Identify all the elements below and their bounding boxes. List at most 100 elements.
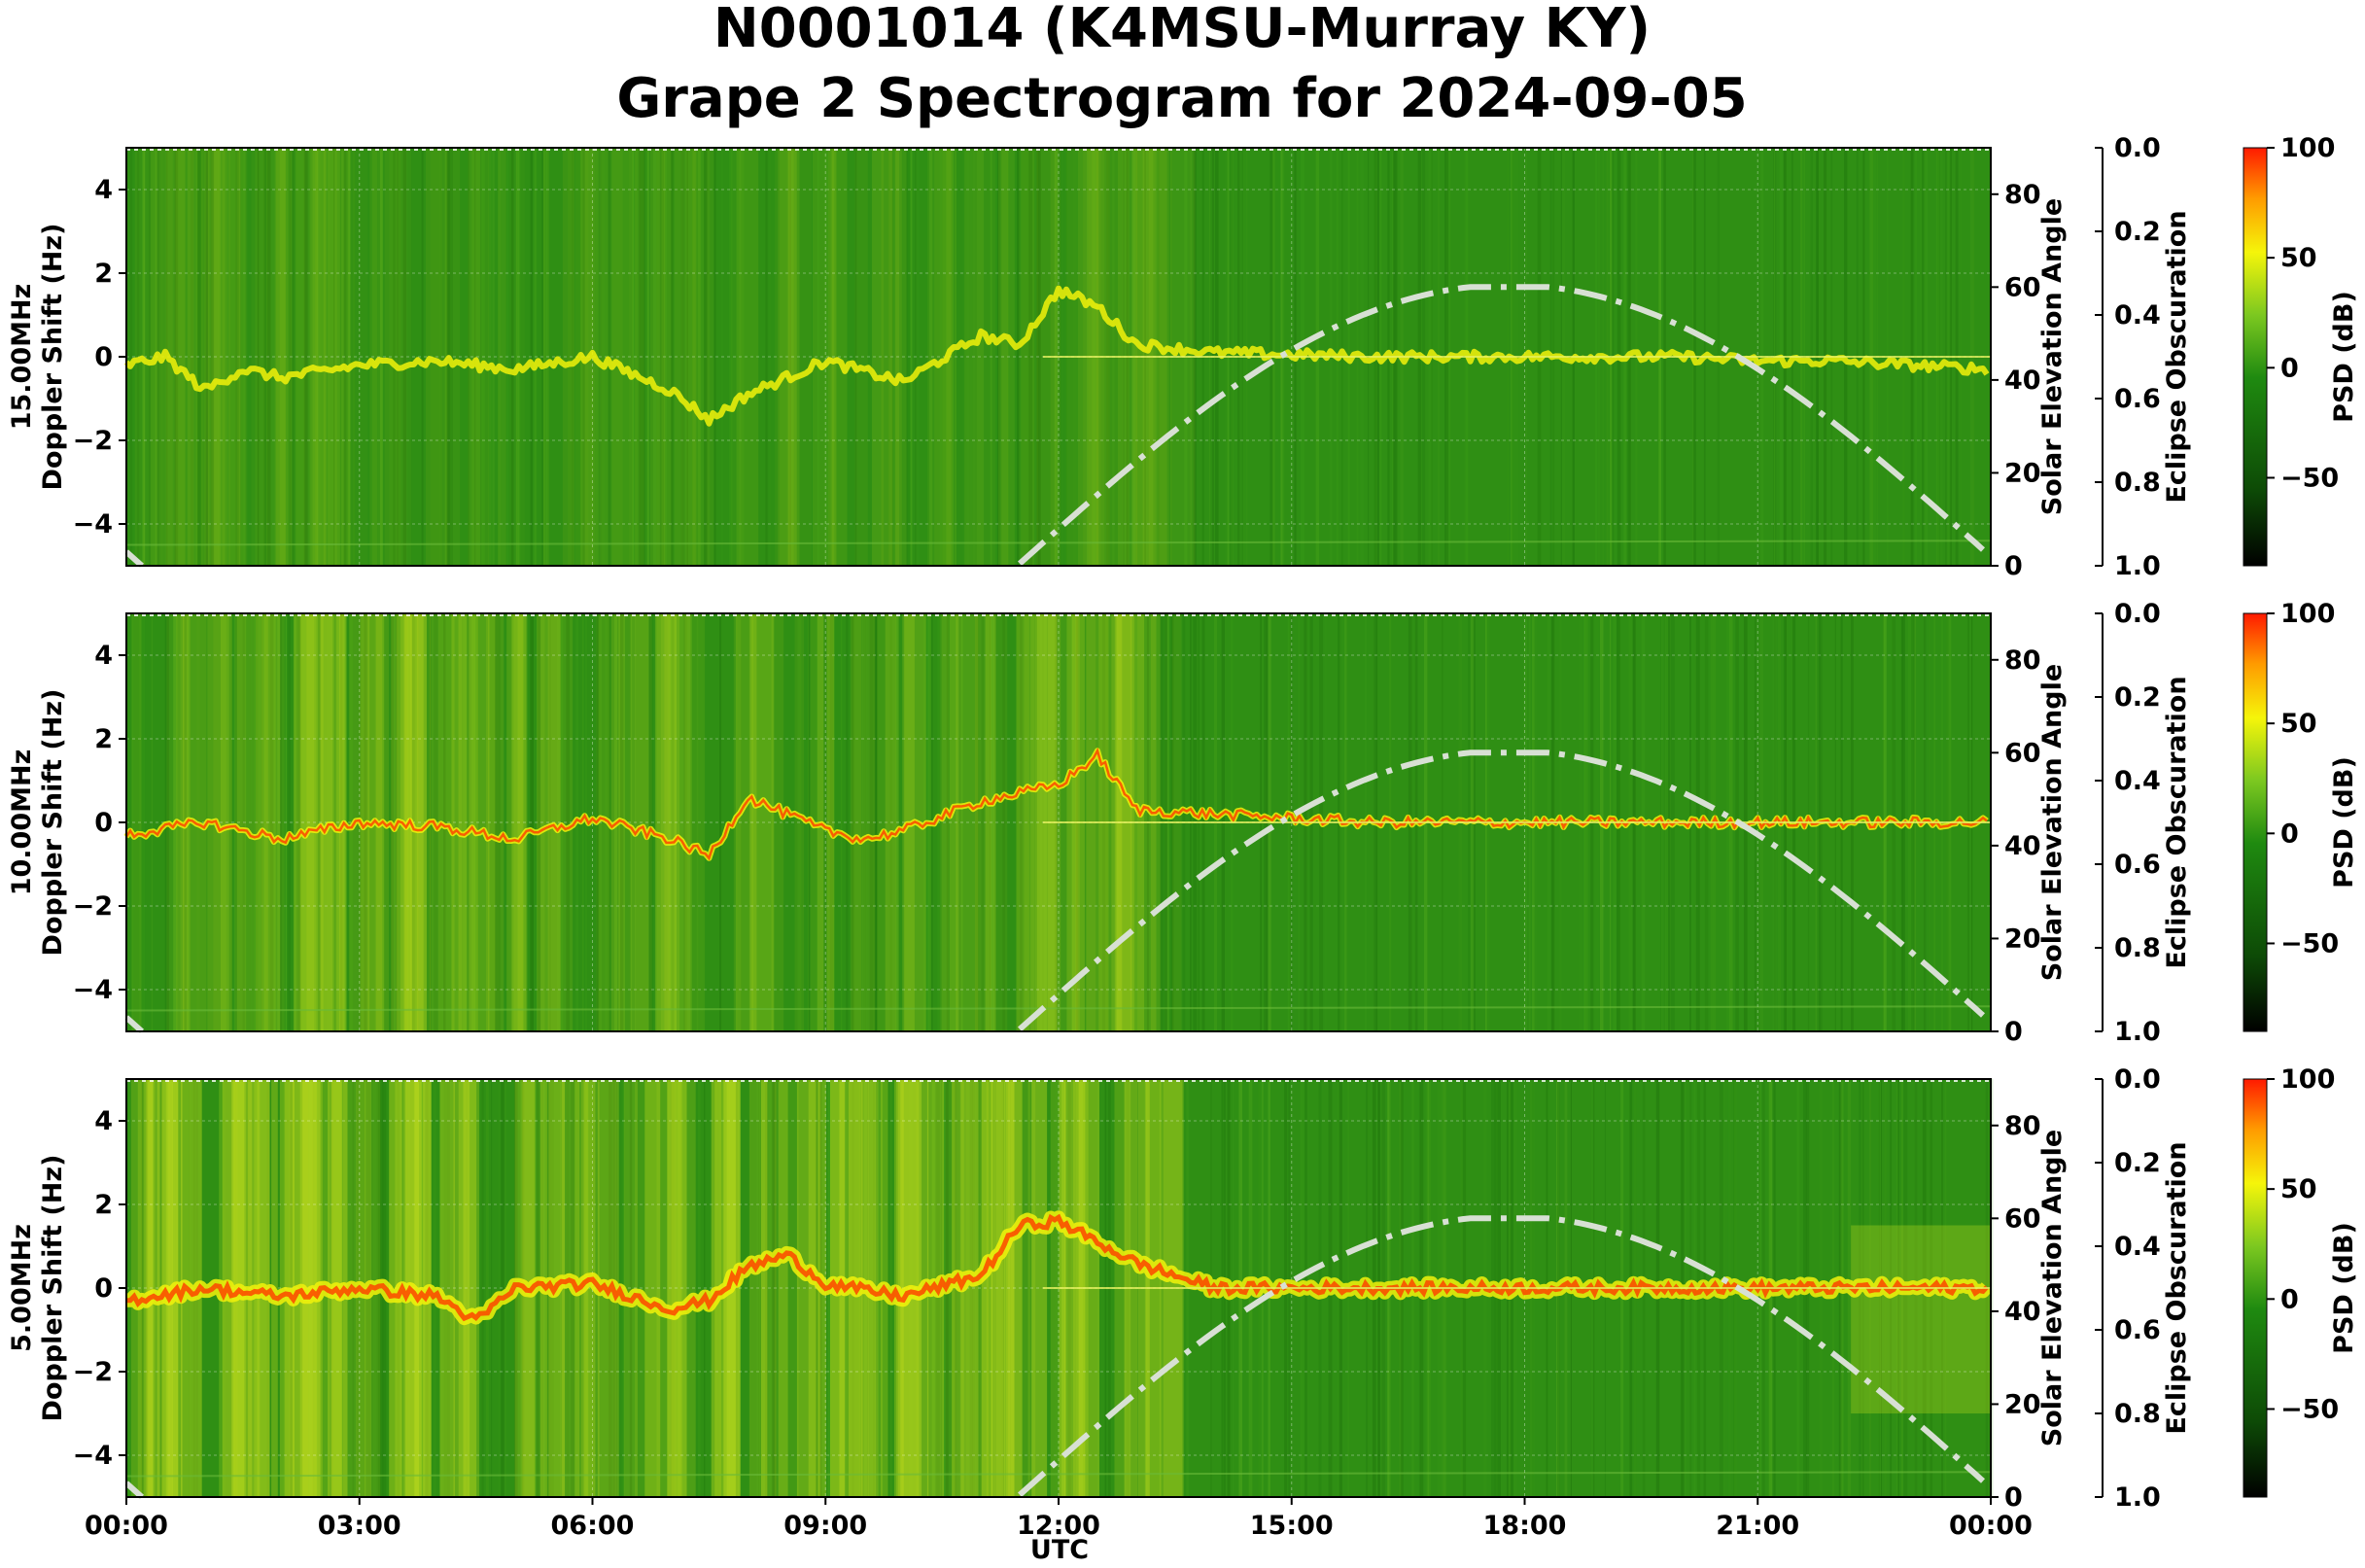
glow-streak bbox=[384, 148, 407, 566]
glow-streak bbox=[294, 613, 315, 1031]
texture-streak bbox=[572, 148, 574, 566]
texture-streak bbox=[799, 613, 802, 1031]
glow-streak bbox=[668, 613, 692, 1031]
glow-streak bbox=[788, 148, 797, 566]
glow-streak bbox=[656, 613, 680, 1031]
texture-streak bbox=[699, 613, 704, 1031]
glow-streak bbox=[201, 148, 210, 566]
glow-streak bbox=[991, 1079, 1010, 1497]
texture-streak bbox=[269, 613, 274, 1031]
obscuration-axis-label: Eclipse Obscuration bbox=[2162, 1141, 2192, 1434]
texture-streak bbox=[739, 148, 742, 566]
colorbar-tick-label: 50 bbox=[2280, 1174, 2317, 1204]
glow-streak bbox=[854, 148, 868, 566]
panels-group: 420−2−415.00MHz Doppler Shift (Hz)8060402… bbox=[7, 133, 2359, 1513]
texture-streak bbox=[139, 613, 142, 1031]
chart-title-line1: N0001014 (K4MSU-Murray KY) bbox=[713, 0, 1651, 60]
glow-streak bbox=[175, 148, 198, 566]
obscuration-tick-label: 0.2 bbox=[2114, 217, 2161, 247]
glow-streak bbox=[511, 613, 527, 1031]
glow-streak bbox=[222, 148, 241, 566]
texture-streak bbox=[516, 148, 521, 566]
glow-streak bbox=[488, 613, 496, 1031]
texture-streak bbox=[721, 148, 723, 566]
colorbar bbox=[2243, 1078, 2268, 1498]
glow-streak bbox=[213, 148, 230, 566]
glow-streak bbox=[895, 148, 907, 566]
texture-streak bbox=[503, 1079, 507, 1497]
texture-streak bbox=[517, 148, 521, 566]
glow-streak bbox=[237, 148, 247, 566]
texture-streak bbox=[990, 148, 992, 566]
texture-streak bbox=[323, 148, 326, 566]
right-tick-label: 20 bbox=[2004, 458, 2041, 488]
texture-streak bbox=[296, 613, 300, 1031]
glow-streak bbox=[735, 613, 753, 1031]
texture-streak bbox=[380, 148, 383, 566]
texture-streak bbox=[515, 148, 520, 566]
glow-streak bbox=[276, 148, 289, 566]
glow-streak bbox=[265, 148, 286, 566]
texture-streak bbox=[728, 148, 733, 566]
y-tick-label: 0 bbox=[94, 342, 113, 372]
glow-streak bbox=[234, 613, 247, 1031]
texture-streak bbox=[758, 1079, 761, 1497]
glow-streak bbox=[506, 613, 524, 1031]
texture-streak bbox=[788, 148, 791, 566]
glow-streak bbox=[453, 1079, 470, 1497]
glow-streak bbox=[630, 613, 652, 1031]
texture-streak bbox=[303, 148, 308, 566]
glow-streak bbox=[130, 1079, 143, 1497]
glow-streak bbox=[794, 613, 804, 1031]
glow-streak bbox=[733, 613, 742, 1031]
texture-streak bbox=[543, 148, 545, 566]
texture-streak bbox=[972, 1079, 975, 1497]
glow-streak bbox=[335, 148, 351, 566]
texture-streak bbox=[888, 148, 891, 566]
texture-streak bbox=[273, 613, 277, 1031]
texture-streak bbox=[446, 1079, 450, 1497]
glow-streak bbox=[540, 613, 562, 1031]
glow-streak bbox=[289, 148, 306, 566]
texture-streak bbox=[443, 1079, 447, 1497]
colorbar-tick-label: 0 bbox=[2280, 353, 2299, 383]
faint-carrier-line bbox=[125, 1005, 1992, 1012]
texture-streak bbox=[1036, 148, 1040, 566]
y-axis-label-doppler: Doppler Shift (Hz) bbox=[38, 224, 68, 491]
texture-streak bbox=[666, 613, 671, 1031]
texture-streak bbox=[704, 148, 708, 566]
glow-streak bbox=[425, 148, 447, 566]
texture-streak bbox=[629, 1079, 633, 1497]
glow-streak bbox=[1010, 1079, 1022, 1497]
texture-streak bbox=[946, 613, 949, 1031]
glow-streak bbox=[309, 148, 318, 566]
texture-streak bbox=[349, 613, 353, 1031]
texture-streak bbox=[498, 148, 502, 566]
texture-streak bbox=[333, 148, 335, 566]
glow-streak bbox=[251, 148, 268, 566]
texture-streak bbox=[306, 148, 309, 566]
texture-streak bbox=[250, 613, 252, 1031]
glow-streak bbox=[143, 1079, 155, 1497]
texture-streak bbox=[680, 148, 685, 566]
texture-streak bbox=[632, 148, 635, 566]
texture-streak bbox=[258, 613, 261, 1031]
glow-streak bbox=[881, 148, 893, 566]
texture-streak bbox=[865, 613, 868, 1031]
glow-streak bbox=[949, 613, 958, 1031]
texture-streak bbox=[347, 148, 351, 566]
glow-streak bbox=[771, 613, 784, 1031]
texture-streak bbox=[481, 1079, 484, 1497]
texture-streak bbox=[952, 148, 954, 566]
texture-streak bbox=[397, 148, 400, 566]
glow-streak bbox=[416, 613, 431, 1031]
texture-streak bbox=[630, 613, 633, 1031]
y-tick-label: 0 bbox=[94, 1273, 113, 1304]
glow-streak bbox=[263, 613, 276, 1031]
texture-streak bbox=[958, 613, 963, 1031]
glow-streak bbox=[828, 148, 837, 566]
texture-streak bbox=[599, 148, 603, 566]
glow-streak bbox=[239, 148, 248, 566]
texture-streak bbox=[663, 148, 668, 566]
texture-streak bbox=[958, 613, 961, 1031]
